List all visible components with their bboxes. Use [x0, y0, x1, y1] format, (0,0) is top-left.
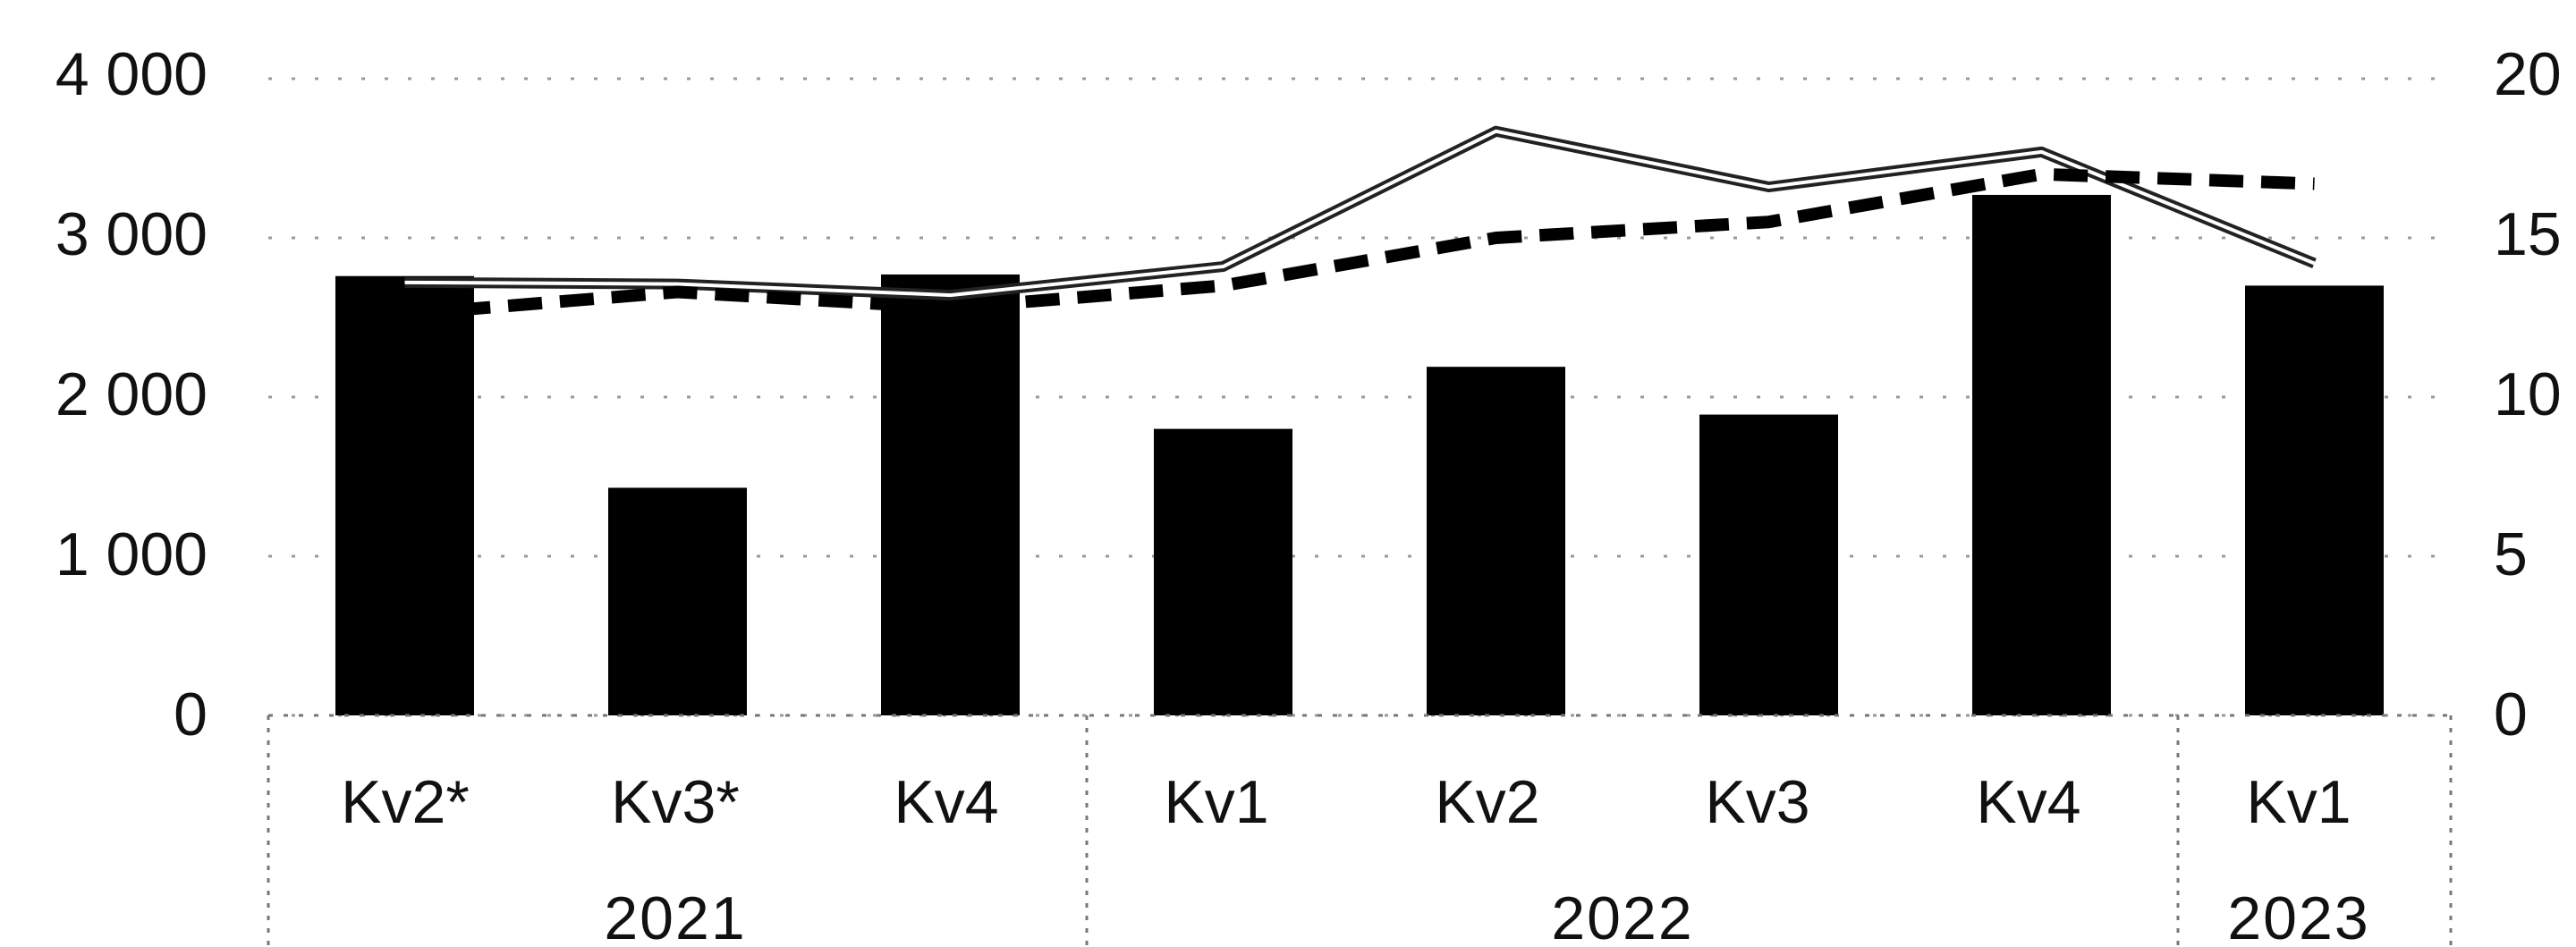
bar: [1972, 194, 2111, 715]
y-tick-label: 4 000: [55, 40, 208, 108]
x-group-label: 2023: [2227, 884, 2369, 947]
line-series: [403, 125, 2317, 321]
x-category-label: Kv1: [2246, 768, 2351, 836]
x-category-label: Kv3*: [611, 768, 740, 836]
y-tick-label: 0: [174, 681, 208, 748]
line-series-dashed: [403, 167, 2315, 321]
x-category-label: Kv1: [1164, 768, 1268, 836]
group-separators: [267, 714, 2453, 947]
right-y-axis: 0 5 10 15 20: [2494, 40, 2562, 748]
x-category-label: Kv2: [1435, 768, 1539, 836]
x-axis: Kv2* Kv3* Kv4 Kv1 Kv2 Kv3 Kv4 Kv1 2021 2…: [341, 768, 2369, 947]
x-category-label: Kv2*: [341, 768, 470, 836]
x-group-label: 2022: [1551, 884, 1693, 947]
line-series-double-inner: [404, 129, 2316, 298]
y2-tick-label: 5: [2494, 520, 2528, 588]
y2-tick-label: 20: [2494, 40, 2562, 108]
y-tick-label: 2 000: [55, 360, 208, 428]
bar: [1154, 428, 1292, 715]
y2-tick-label: 15: [2494, 200, 2562, 268]
bar: [1699, 414, 1838, 715]
y2-tick-label: 10: [2494, 360, 2562, 428]
bar: [335, 275, 474, 715]
x-category-label: Kv3: [1705, 768, 1809, 836]
x-category-label: Kv4: [894, 768, 998, 836]
bar: [608, 487, 747, 715]
x-group-label: 2021: [604, 884, 746, 947]
x-category-label: Kv4: [1976, 768, 2080, 836]
bar: [2245, 285, 2384, 715]
bar: [881, 274, 1020, 715]
bar: [1427, 367, 1565, 715]
left-y-axis: 0 1 000 2 000 3 000 4 000: [55, 40, 208, 748]
bar-series: [335, 194, 2384, 715]
y-tick-label: 3 000: [55, 200, 208, 268]
y2-tick-label: 0: [2494, 681, 2528, 748]
y-tick-label: 1 000: [55, 520, 208, 588]
